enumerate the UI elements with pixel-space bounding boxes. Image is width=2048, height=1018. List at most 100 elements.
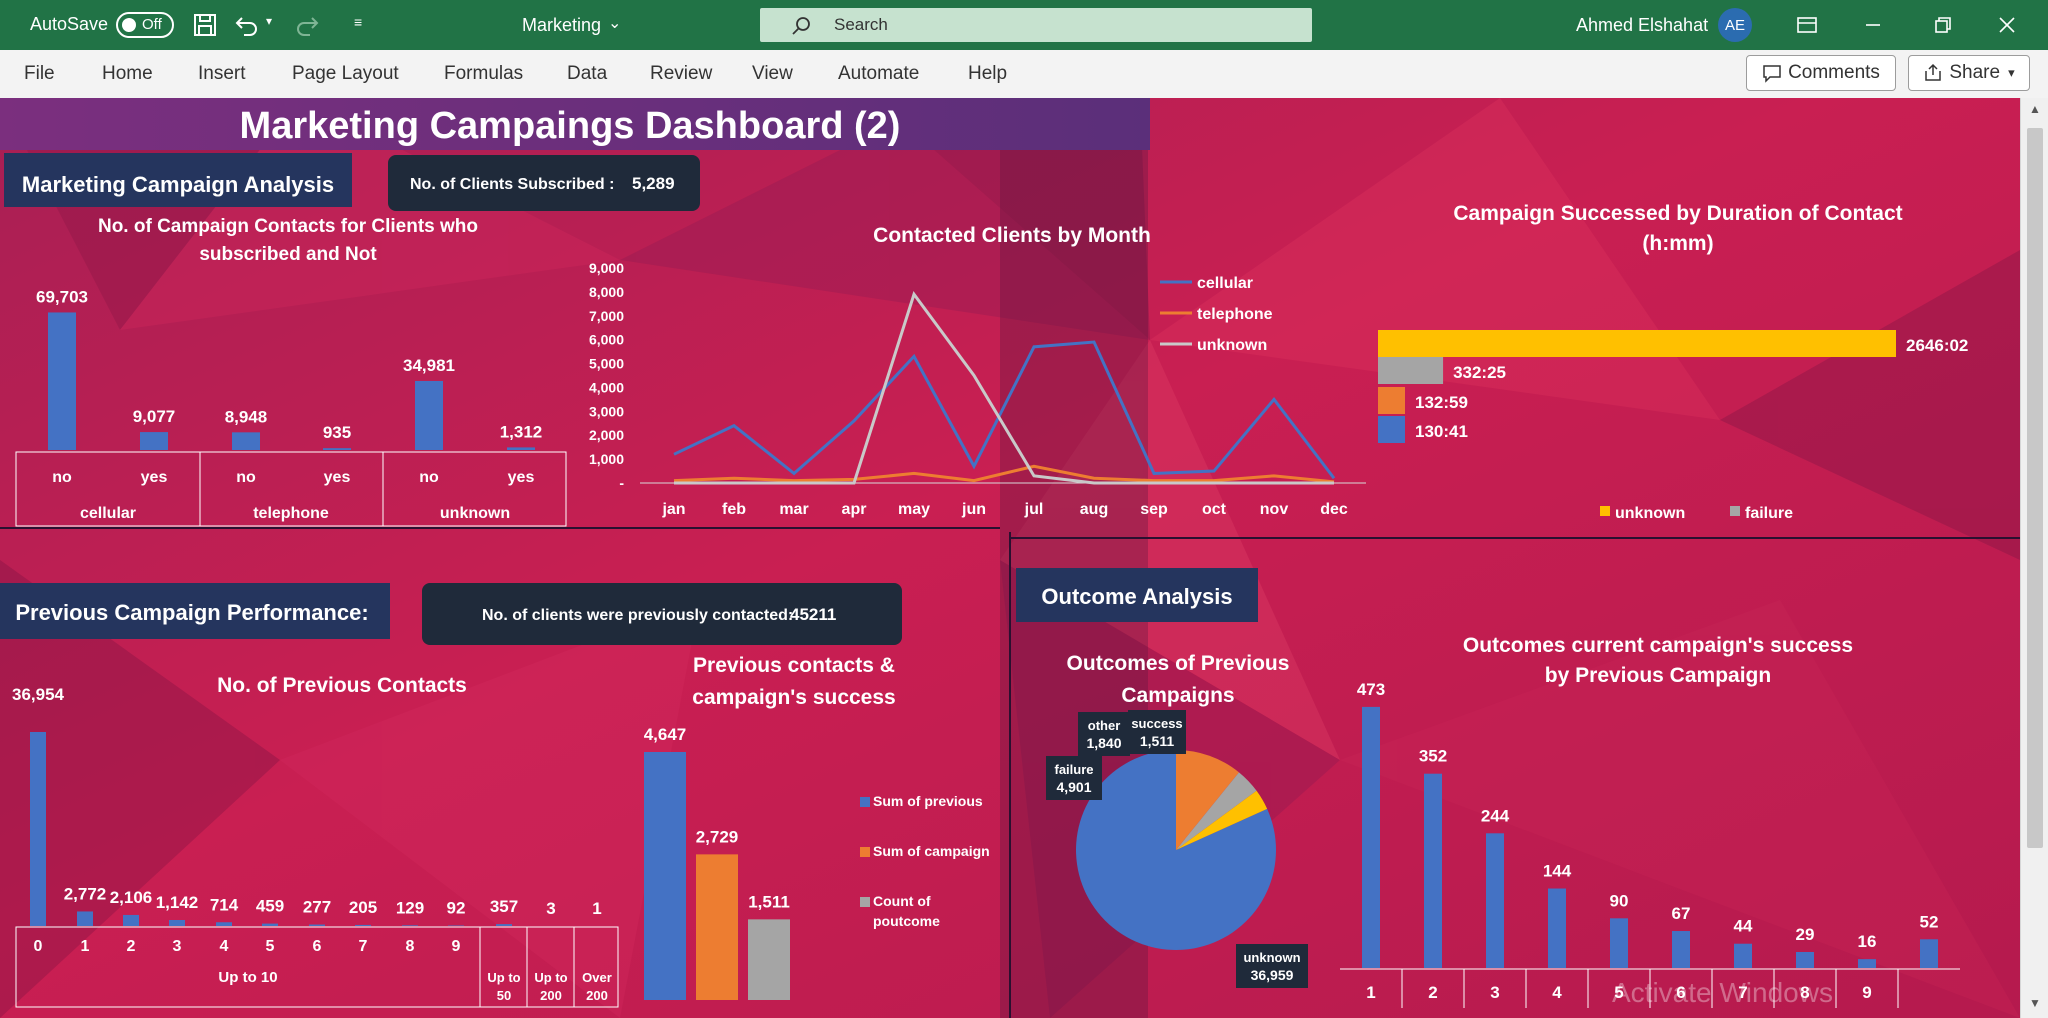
tab-data[interactable]: Data bbox=[567, 63, 608, 84]
bar-label: 90 bbox=[1610, 891, 1629, 910]
share-button[interactable]: Share ▾ bbox=[1908, 55, 2030, 91]
category-label: 8 bbox=[1800, 983, 1809, 1002]
minimize-icon[interactable] bbox=[1862, 14, 1884, 36]
chevron-down-icon[interactable]: ⌄ bbox=[608, 15, 622, 32]
kpi-subscribed-label: No. of Clients Subscribed : bbox=[410, 176, 614, 193]
chart2-title: Contacted Clients by Month bbox=[873, 224, 1151, 247]
duration-label: 130:41 bbox=[1415, 422, 1468, 441]
pie-callout-value: 1,511 bbox=[1140, 733, 1174, 749]
bar-outcome-9 bbox=[1858, 959, 1876, 968]
category-label: 200 bbox=[540, 988, 562, 1003]
title-bar: AutoSave Off ▾ ≡ Marketing ⌄ Search Ahme… bbox=[0, 0, 2048, 50]
bar-prev-6 bbox=[309, 924, 325, 926]
chart-outcomes-pie: unknown 36,959 failure 4,901 other 1,840 succe… bbox=[1046, 710, 1308, 988]
bar-prev-Up to 50 bbox=[496, 924, 512, 926]
tab-review[interactable]: Review bbox=[650, 63, 713, 84]
y-tick-label: 4,000 bbox=[589, 379, 624, 395]
tab-automate[interactable]: Automate bbox=[838, 63, 920, 84]
duration-bar bbox=[1378, 416, 1405, 443]
bar-prev-4 bbox=[216, 922, 232, 926]
category-label: 5 bbox=[266, 938, 275, 955]
group-label: unknown bbox=[440, 505, 510, 522]
close-icon[interactable] bbox=[1996, 14, 2018, 36]
section-previous-box bbox=[0, 583, 390, 639]
chart-contacts-by-month: 9,000 8,000 7,000 6,000 5,000 4,000 3,000 2,000… bbox=[589, 260, 1366, 518]
comments-button[interactable]: Comments bbox=[1746, 55, 1896, 91]
tab-file[interactable]: File bbox=[24, 63, 55, 84]
duration-bar bbox=[1378, 330, 1896, 357]
undo-dropdown-icon[interactable]: ▾ bbox=[266, 14, 273, 28]
tab-home[interactable]: Home bbox=[102, 63, 153, 84]
bar-label: 44 bbox=[1734, 917, 1753, 936]
tab-help[interactable]: Help bbox=[968, 63, 1008, 84]
bar-outcome-2 bbox=[1424, 773, 1442, 968]
category-label: 0 bbox=[34, 938, 43, 955]
tab-insert[interactable]: Insert bbox=[198, 63, 246, 84]
kpi-prev-value: 45211 bbox=[790, 605, 836, 624]
bar-label: 1,142 bbox=[156, 893, 199, 912]
bar-label: 459 bbox=[256, 897, 284, 916]
chart7-title-line1: Outcomes current campaign's success bbox=[1463, 634, 1853, 657]
bar-label: 935 bbox=[323, 423, 351, 442]
scroll-up-icon[interactable]: ▲ bbox=[2029, 102, 2041, 116]
undo-icon[interactable] bbox=[234, 12, 260, 38]
category-label: 2 bbox=[1428, 983, 1437, 1002]
chart5-title-line2: campaign's success bbox=[692, 686, 895, 709]
bar-label: 205 bbox=[349, 898, 377, 917]
bar-unknown-no bbox=[415, 380, 443, 450]
bar-label: 9,077 bbox=[133, 407, 176, 426]
share-icon bbox=[1925, 63, 1942, 81]
scroll-thumb[interactable] bbox=[2027, 128, 2043, 848]
legend-label: telephone bbox=[1197, 306, 1273, 323]
category-label: yes bbox=[141, 469, 168, 486]
bar-label: 244 bbox=[1481, 806, 1510, 825]
chart4-title: No. of Previous Contacts bbox=[217, 674, 467, 697]
y-tick-label: - bbox=[619, 475, 624, 491]
legend-swatch bbox=[860, 897, 870, 907]
restore-icon[interactable] bbox=[1932, 14, 1954, 36]
toggle-knob bbox=[122, 18, 136, 32]
tab-view[interactable]: View bbox=[752, 63, 793, 84]
user-name[interactable]: Ahmed Elshahat bbox=[1576, 15, 1709, 35]
vertical-scrollbar[interactable]: ▲ ▼ bbox=[2020, 98, 2048, 1018]
comments-label: Comments bbox=[1788, 62, 1880, 83]
chart7-title-line2: by Previous Campaign bbox=[1545, 664, 1771, 687]
bar-label: 36,954 bbox=[12, 685, 65, 704]
legend-swatch bbox=[1600, 506, 1610, 516]
x-tick-label: jul bbox=[1024, 501, 1044, 518]
kpi-prev-label: No. of clients were previously contacted… bbox=[482, 607, 793, 624]
legend-swatch bbox=[860, 847, 870, 857]
scroll-down-icon[interactable]: ▼ bbox=[2029, 996, 2041, 1010]
tab-formulas[interactable]: Formulas bbox=[444, 63, 524, 84]
series-line-telephone bbox=[673, 464, 1335, 484]
dashboard-title: Marketing Campaings Dashboard (2) bbox=[240, 105, 901, 147]
ribbon-display-icon[interactable] bbox=[1796, 14, 1818, 36]
legend-swatch bbox=[860, 797, 870, 807]
category-label: 2 bbox=[127, 938, 136, 955]
worksheet[interactable]: Marketing Campaings Dashboard (2) Market… bbox=[0, 98, 2020, 1018]
x-tick-label: mar bbox=[779, 501, 808, 518]
bar-label: 69,703 bbox=[36, 287, 88, 306]
ribbon-tabs: File Home Insert Page Layout Formulas Da… bbox=[0, 50, 2048, 99]
pie-callout-box bbox=[1046, 756, 1102, 800]
avatar[interactable]: AE bbox=[1718, 8, 1752, 42]
chart6-title-line2: Campaigns bbox=[1121, 684, 1234, 707]
bar-prev-7 bbox=[355, 924, 371, 926]
document-title[interactable]: Marketing bbox=[522, 15, 602, 35]
pie-callout-name: success bbox=[1131, 716, 1182, 731]
search-input[interactable]: Search bbox=[760, 8, 1312, 42]
tab-page-layout[interactable]: Page Layout bbox=[292, 63, 399, 84]
redo-icon[interactable] bbox=[294, 12, 320, 38]
y-tick-label: 7,000 bbox=[589, 308, 624, 324]
customize-toolbar-icon[interactable]: ≡ bbox=[354, 14, 363, 30]
chart3-title-line1: Campaign Successed by Duration of Contac… bbox=[1453, 202, 1902, 225]
category-label: Over bbox=[582, 970, 612, 985]
bar-outcome-1 bbox=[1362, 706, 1380, 968]
x-tick-label: apr bbox=[842, 501, 867, 518]
category-label: 4 bbox=[1552, 983, 1562, 1002]
save-icon[interactable] bbox=[192, 12, 218, 38]
autosave-toggle[interactable]: Off bbox=[116, 12, 174, 38]
axis-table bbox=[15, 926, 619, 1008]
duration-bar bbox=[1378, 387, 1405, 414]
x-tick-label: nov bbox=[1260, 501, 1289, 518]
